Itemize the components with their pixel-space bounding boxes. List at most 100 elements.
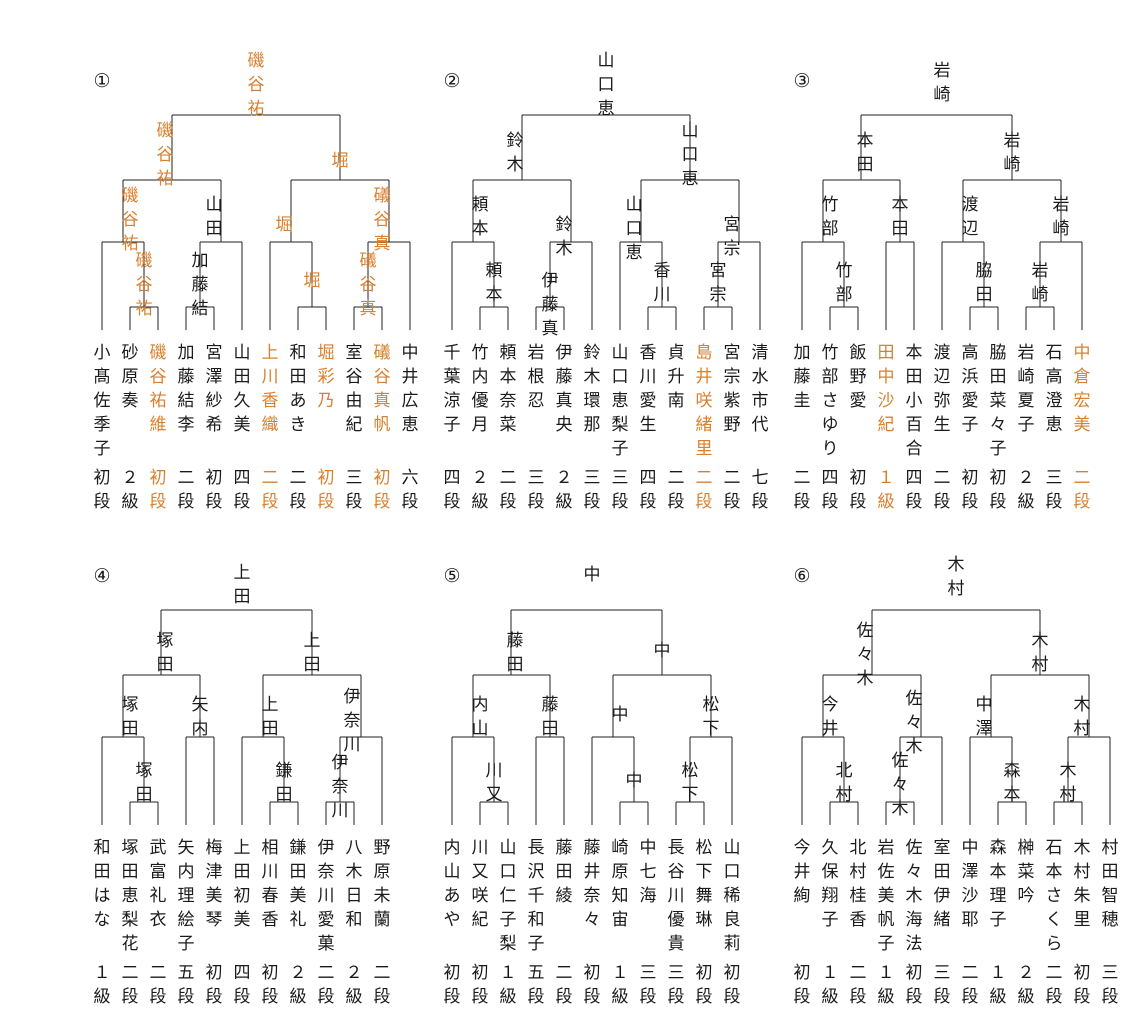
player-name: 岩崎夏子 bbox=[1018, 343, 1035, 435]
player-name: 磯谷祐維 bbox=[150, 343, 167, 435]
player-rank: 初段 bbox=[318, 468, 335, 512]
winner-label-r2m2: 山田 bbox=[206, 195, 223, 239]
winner-label-sf2: 中 bbox=[654, 641, 671, 661]
winner-label-r2m3: 堀 bbox=[276, 215, 293, 235]
winner-label-sf1: 藤田 bbox=[507, 631, 524, 675]
winner-label-final: 上田 bbox=[234, 563, 251, 607]
player-rank: 二段 bbox=[696, 468, 713, 512]
winner-label-r1m3: 鎌田 bbox=[276, 761, 293, 805]
player-name: 石高澄恵 bbox=[1046, 343, 1063, 435]
winner-label-r1m1: 川又 bbox=[486, 761, 503, 805]
player-rank: 初段 bbox=[584, 963, 601, 1007]
player-name: 梅津美琴 bbox=[206, 838, 223, 930]
player-name: 室谷由紀 bbox=[346, 343, 363, 435]
winner-label-r1m4: 松下 bbox=[682, 761, 699, 805]
player-name: 藤田綾 bbox=[556, 838, 573, 906]
player-rank: 初段 bbox=[444, 963, 461, 1007]
player-rank: 初段 bbox=[262, 963, 279, 1007]
winner-label-r1m3: 中 bbox=[626, 771, 643, 791]
winner-label-r2m1: 頼本 bbox=[472, 195, 489, 239]
winner-label-r2m1: 磯谷祐 bbox=[122, 186, 139, 254]
bracket-5: ⑤内山あや初段川又咲紀初段山口仁子梨１級長沢千和子五段藤田綾二段藤井奈々初段崎原… bbox=[443, 565, 740, 1007]
winner-label-r1m1: 頼本 bbox=[486, 261, 503, 305]
player-rank: 二段 bbox=[962, 963, 979, 1007]
player-name: 島井咲緒里 bbox=[696, 343, 713, 459]
winner-label-sf1: 本田 bbox=[857, 131, 874, 175]
player-rank: 初段 bbox=[696, 963, 713, 1007]
player-name: 田中沙紀 bbox=[878, 343, 895, 435]
winner-label-sf2: 山口恵 bbox=[682, 121, 699, 189]
player-rank: 二段 bbox=[794, 468, 811, 512]
winner-label-r2m1: 今井 bbox=[822, 695, 839, 739]
player-name: 武富礼衣 bbox=[150, 838, 167, 930]
player-rank: 五段 bbox=[178, 963, 195, 1007]
player-name: 北村桂香 bbox=[850, 838, 867, 930]
player-name: 村田智穂 bbox=[1102, 838, 1119, 930]
player-rank: 四段 bbox=[640, 468, 657, 512]
player-rank: １級 bbox=[822, 963, 839, 1007]
player-rank: ２級 bbox=[290, 963, 307, 1007]
player-rank: 六段 bbox=[402, 468, 419, 512]
winner-label-r2m1: 内山 bbox=[472, 695, 489, 739]
winner-label-r1m2: 加藤結 bbox=[192, 251, 209, 319]
player-rank: 初段 bbox=[990, 468, 1007, 512]
player-name: 高浜愛子 bbox=[962, 343, 979, 435]
player-name: 竹部さゆり bbox=[822, 343, 839, 459]
player-name: 川又咲紀 bbox=[472, 838, 489, 930]
winner-label-final: 木村 bbox=[948, 555, 965, 599]
winner-label-r1m1: 竹部 bbox=[836, 261, 853, 305]
bracket-6: ⑥今井絢初段久保翔子１級北村桂香二段岩佐美帆子１級佐々木海法初段室田伊緒三段中澤… bbox=[793, 555, 1118, 1007]
winner-label-r2m4: 伊奈川 bbox=[344, 687, 361, 755]
player-name: 室田伊緒 bbox=[934, 838, 951, 930]
player-rank: 初段 bbox=[150, 468, 167, 512]
winner-label-r2m4: 宮宗 bbox=[724, 215, 741, 259]
winner-label-r1m1: 磯谷祐 bbox=[136, 251, 153, 319]
winner-label-r1m4: 礒谷真 bbox=[360, 251, 377, 319]
player-name: 石本さくら bbox=[1046, 838, 1063, 954]
player-rank: 四段 bbox=[234, 468, 251, 512]
player-rank: 七段 bbox=[752, 468, 769, 512]
player-name: 岩佐美帆子 bbox=[878, 838, 895, 954]
player-name: 堀彩乃 bbox=[318, 343, 335, 411]
player-name: 礒谷真帆 bbox=[374, 343, 391, 435]
player-name: 長谷川優貴 bbox=[668, 838, 685, 954]
player-name: 伊藤真央 bbox=[556, 343, 573, 435]
player-rank: 二段 bbox=[122, 963, 139, 1007]
player-rank: 二段 bbox=[262, 468, 279, 512]
player-rank: ２級 bbox=[1018, 468, 1035, 512]
winner-label-final: 山口恵 bbox=[598, 51, 615, 119]
winner-label-r2m3: 渡辺 bbox=[962, 195, 979, 239]
bracket-number: ② bbox=[443, 70, 460, 92]
player-rank: 三段 bbox=[528, 468, 545, 512]
player-name: 上川香織 bbox=[262, 343, 279, 435]
winner-label-r2m2: 矢内 bbox=[192, 695, 209, 739]
player-name: 中七海 bbox=[640, 838, 657, 906]
player-rank: １級 bbox=[990, 963, 1007, 1007]
player-name: 松下舞琳 bbox=[696, 838, 713, 930]
player-name: 渡辺弥生 bbox=[934, 343, 951, 435]
bracket-number: ⑤ bbox=[443, 565, 460, 587]
player-rank: ２級 bbox=[1018, 963, 1035, 1007]
player-rank: 三段 bbox=[346, 468, 363, 512]
player-name: 宮宗紫野 bbox=[724, 343, 741, 435]
player-rank: 三段 bbox=[640, 963, 657, 1007]
bracket-3: ③加藤圭二段竹部さゆり四段飯野愛初段田中沙紀１級本田小百合四段渡辺弥生二段高浜愛… bbox=[793, 61, 1090, 512]
player-name: 竹内優月 bbox=[472, 343, 489, 435]
player-name: 宮澤紗希 bbox=[206, 343, 223, 435]
player-name: 脇田菜々子 bbox=[990, 343, 1007, 459]
player-rank: ２級 bbox=[122, 468, 139, 512]
player-rank: 二段 bbox=[500, 468, 517, 512]
player-rank: １級 bbox=[878, 468, 895, 512]
player-name: 山田久美 bbox=[234, 343, 251, 435]
player-name: 貞升南 bbox=[668, 343, 685, 411]
player-rank: 三段 bbox=[934, 963, 951, 1007]
player-name: 長沢千和子 bbox=[528, 838, 545, 954]
player-rank: １級 bbox=[500, 963, 517, 1007]
player-rank: 初段 bbox=[906, 963, 923, 1007]
winner-label-r2m3: 山口恵 bbox=[626, 195, 643, 263]
player-name: 森本理子 bbox=[990, 838, 1007, 930]
winner-label-r1m4: 宮宗 bbox=[710, 261, 727, 305]
winner-label-final: 磯谷祐 bbox=[248, 51, 265, 119]
player-rank: 二段 bbox=[374, 963, 391, 1007]
